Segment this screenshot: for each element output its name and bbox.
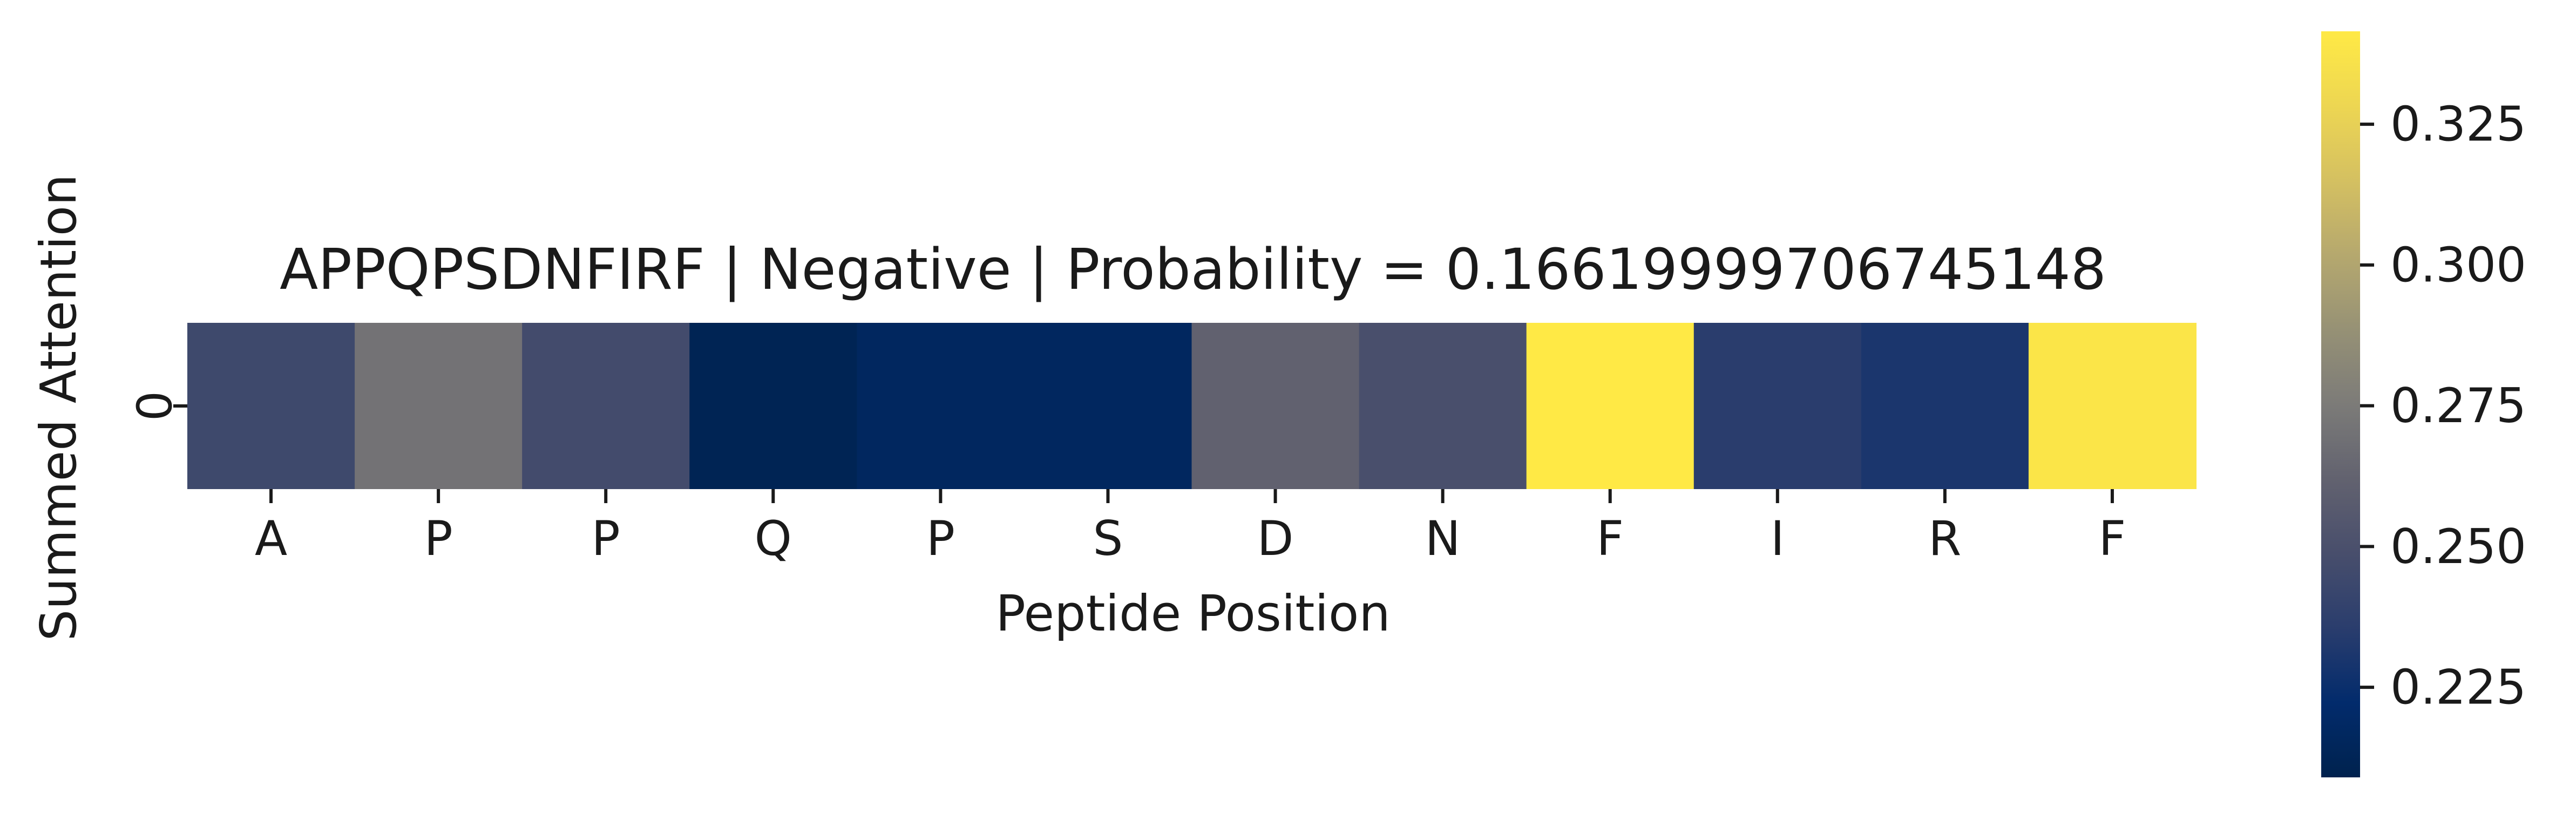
colorbar: 0.225 0.250 0.275 0.300 0.325: [2321, 31, 2526, 777]
x-tick-label: P: [424, 511, 453, 566]
y-tick-label: 0: [127, 391, 183, 421]
colorbar-tick-label: 0.275: [2390, 378, 2526, 433]
x-tick-label: N: [1425, 511, 1461, 566]
heatmap-cell: [1191, 323, 1360, 489]
heatmap-cell: [355, 323, 523, 489]
heatmap-cell: [522, 323, 690, 489]
x-tick-label: F: [2099, 511, 2126, 566]
x-axis-label: Peptide Position: [995, 585, 1390, 642]
x-tick-label: S: [1093, 511, 1123, 566]
x-tick-label: P: [592, 511, 620, 566]
x-tick-label: Q: [755, 511, 792, 566]
heatmap-cell: [857, 323, 1025, 489]
heatmap-cell: [1693, 323, 1862, 489]
heatmap-cell: [1526, 323, 1694, 489]
heatmap-cells: [187, 323, 2197, 489]
x-tick-label: F: [1596, 511, 1624, 566]
y-axis-label: Summed Attention: [30, 174, 87, 641]
x-tick-label: R: [1928, 511, 1961, 566]
heatmap-cell: [2028, 323, 2197, 489]
x-tick-label: P: [926, 511, 955, 566]
heatmap-cell: [689, 323, 858, 489]
colorbar-gradient: [2321, 31, 2360, 777]
x-tick-label: I: [1771, 511, 1785, 566]
heatmap-cell: [1024, 323, 1192, 489]
x-tick-label: D: [1257, 511, 1294, 566]
x-tick-label: A: [255, 511, 287, 566]
heatmap-cell: [1359, 323, 1527, 489]
chart-title: APPQPSDNFIRF | Negative | Probability = …: [280, 236, 2106, 302]
colorbar-tick-label: 0.325: [2390, 97, 2526, 152]
heatmap-cell: [1861, 323, 2029, 489]
heatmap-cell: [187, 323, 356, 489]
colorbar-tick-label: 0.225: [2390, 660, 2526, 715]
y-axis-ticks: 0: [127, 391, 187, 421]
colorbar-tick-label: 0.300: [2390, 237, 2526, 293]
colorbar-tick-label: 0.250: [2390, 519, 2526, 574]
